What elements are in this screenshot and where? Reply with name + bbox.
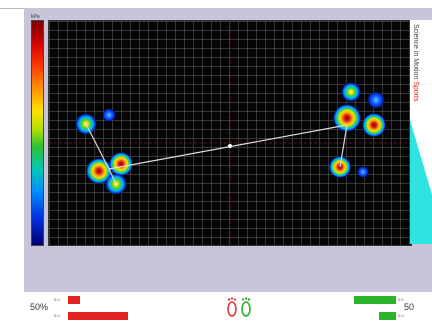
left-upper-value: 0.0: [54, 297, 60, 302]
brand-logo-text: Science in Motion Sports: [412, 24, 419, 101]
pressure-spot: [367, 91, 385, 109]
brand-line-1: Science in Motion: [412, 24, 419, 80]
right-lower-value: 0.0: [398, 313, 404, 318]
pressure-spot: [102, 108, 116, 122]
left-lower-bar: [68, 312, 128, 320]
pressure-spot: [333, 104, 361, 132]
right-percent: 50: [404, 302, 415, 312]
footprints-icon: [227, 297, 251, 317]
left-upper-bar: [68, 296, 80, 304]
pressure-spot: [86, 158, 112, 184]
right-foot-axis: [339, 124, 348, 168]
left-percent: 50%: [30, 302, 49, 312]
right-upper-value: 0.0: [398, 297, 404, 302]
center-of-pressure-line: [108, 124, 348, 170]
pressure-colorbar: [31, 20, 44, 246]
center-of-pressure-marker: [228, 144, 232, 148]
right-lower-bar: [378, 312, 396, 320]
pressure-map-plot[interactable]: [48, 20, 412, 246]
brand-line-2: Sports: [412, 81, 419, 102]
pressure-spot: [357, 166, 369, 178]
pressure-spot: [341, 82, 361, 102]
pressure-spot: [362, 113, 386, 137]
pressure-map-svg: [49, 21, 411, 245]
left-lower-value: 0.0: [54, 313, 60, 318]
right-upper-bar: [353, 296, 396, 304]
pressure-spot: [109, 152, 133, 176]
colorbar-unit-label: kPa: [31, 14, 40, 20]
